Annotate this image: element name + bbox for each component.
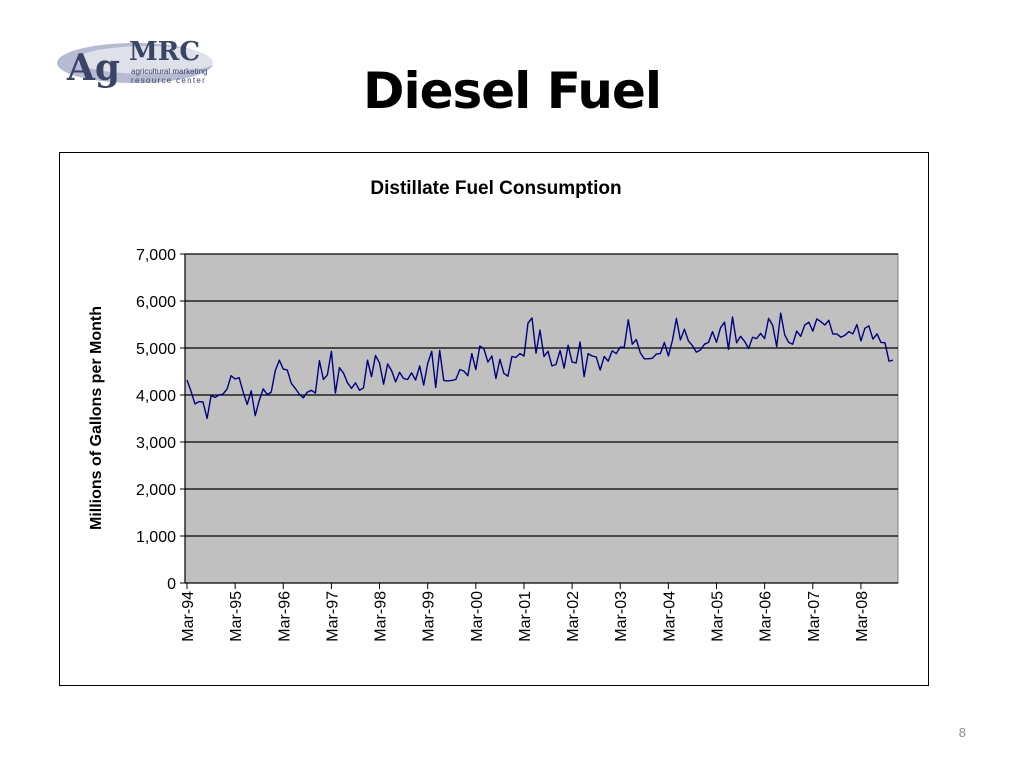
- x-tick-label: Mar-08: [854, 591, 871, 642]
- x-tick-label: Mar-02: [565, 591, 582, 642]
- y-tick-label: 1,000: [136, 529, 176, 546]
- page-number: 8: [958, 725, 966, 740]
- plot-area: [184, 253, 899, 584]
- x-tick-label: Mar-05: [710, 591, 727, 642]
- x-tick-label: Mar-98: [373, 591, 390, 642]
- x-tick-label: Mar-99: [421, 591, 438, 642]
- x-tick-label: Mar-00: [469, 591, 486, 642]
- slide-title: Diesel Fuel: [362, 62, 662, 120]
- x-tick-label: Mar-01: [517, 591, 534, 642]
- y-tick-label: 6,000: [136, 294, 176, 311]
- y-tick-label: 0: [167, 576, 176, 593]
- x-tick-label: Mar-94: [180, 591, 197, 642]
- logo-ag-text: Ag: [66, 47, 120, 89]
- chart-title: Distillate Fuel Consumption: [370, 178, 621, 199]
- x-tick-label: Mar-95: [228, 591, 245, 642]
- x-tick-label: Mar-03: [613, 591, 630, 642]
- y-tick-label: 2,000: [136, 482, 176, 499]
- x-tick-label: Mar-06: [758, 591, 775, 642]
- logo-tagline-2: resource center: [131, 76, 206, 85]
- x-tick-label: Mar-07: [806, 591, 823, 642]
- x-tick-label: Mar-96: [276, 591, 293, 642]
- y-tick-label: 3,000: [136, 435, 176, 452]
- y-tick-label: 7,000: [136, 247, 176, 264]
- y-tick-label: 4,000: [136, 388, 176, 405]
- x-tick-label: Mar-97: [324, 591, 341, 642]
- x-tick-label: Mar-04: [661, 591, 678, 642]
- logo-mrc-text: MRC: [129, 37, 200, 67]
- y-axis-label: Millions of Gallons per Month: [88, 306, 105, 530]
- y-tick-label: 5,000: [136, 341, 176, 358]
- agmrc-logo: Ag MRC agricultural marketing resource c…: [55, 30, 255, 95]
- series-line-distillate-consumption: [186, 312, 894, 420]
- logo-tagline-1: agricultural marketing: [131, 67, 207, 76]
